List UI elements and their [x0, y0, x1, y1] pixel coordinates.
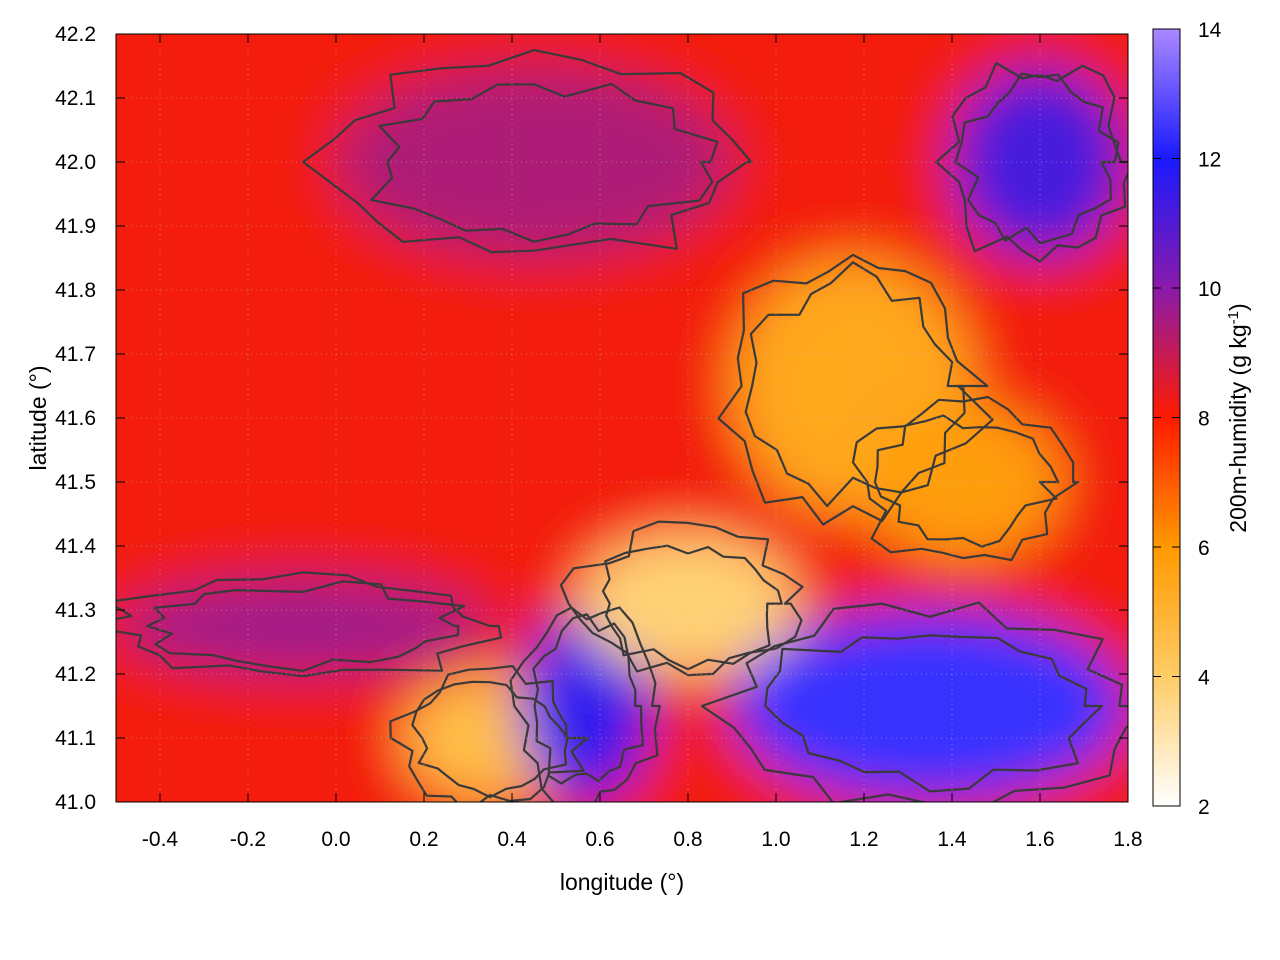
- x-tick-label: 0.0: [321, 828, 350, 851]
- field-region-sea-blue: [732, 610, 1128, 802]
- x-axis-label: longitude (°): [560, 869, 684, 895]
- colorbar-label-main: 200m-humidity (g kg: [1225, 324, 1251, 532]
- contour-sea-blue: [764, 634, 1104, 793]
- colorbar-label: 200m-humidity (g kg-1): [1225, 303, 1252, 532]
- y-tick-label: 42.1: [55, 87, 96, 110]
- x-tick-label: -0.4: [142, 828, 179, 851]
- field-region-coastal-yellow: [578, 533, 798, 674]
- x-tick-label: 0.2: [409, 828, 438, 851]
- x-tick-label: 1.2: [849, 828, 878, 851]
- contour-sea-blue: [700, 601, 1128, 802]
- x-tick-label: -0.2: [230, 828, 266, 851]
- contour-east-orange: [851, 395, 1080, 562]
- y-tick-label: 41.9: [55, 215, 96, 238]
- field-region-west-purple-band: [116, 578, 490, 674]
- x-tick-label: 1.0: [761, 828, 790, 851]
- humidity-field: [116, 34, 1128, 802]
- y-tick-label: 42.0: [55, 151, 96, 174]
- y-tick-label: 41.3: [55, 599, 96, 622]
- y-tick-label: 42.2: [55, 23, 96, 46]
- field-region-northeast-blue: [952, 66, 1128, 258]
- field-region-east-orange: [864, 405, 1062, 559]
- colorbar-label-sup: -1: [1225, 311, 1242, 324]
- contour-northeast-blue: [935, 62, 1128, 263]
- colorbar-tick-label: 2: [1198, 796, 1210, 819]
- y-tick-label: 41.2: [55, 663, 96, 686]
- field-region-north-purple: [336, 66, 732, 258]
- contour-north-purple: [302, 49, 753, 254]
- contour-west-purple-band: [116, 571, 503, 678]
- x-tick-label: 1.6: [1025, 828, 1054, 851]
- y-tick-label: 41.5: [55, 471, 96, 494]
- contour-southwest-orange: [389, 664, 589, 802]
- grid-lines: [116, 34, 1128, 802]
- contour-ebro-delta-blue: [509, 606, 661, 802]
- colorbar-label-end: ): [1225, 303, 1251, 311]
- plot-area: [115, 33, 1129, 803]
- colorbar-tick-label: 4: [1198, 667, 1210, 690]
- x-tick-label: 1.4: [937, 828, 967, 851]
- contour-coastal-yellow: [601, 544, 783, 671]
- colorbar-tick-label: 6: [1198, 537, 1210, 560]
- colorbar-ticks: 2 4 6 8 10 12 14: [1153, 19, 1222, 819]
- contour-east-orange: [873, 414, 1060, 548]
- colorbar-tick-label: 14: [1198, 19, 1222, 42]
- contour-ebro-delta-blue: [532, 613, 644, 785]
- contour-central-orange: [744, 261, 966, 508]
- contour-coastal-yellow: [559, 520, 804, 677]
- contour-north-purple: [370, 82, 719, 243]
- colorbar-tick-label: 8: [1198, 408, 1210, 431]
- x-tick-label: 0.4: [497, 828, 527, 851]
- colorbar: 2 4 6 8 10 12 14 200m-humidity (g kg-1): [1152, 19, 1252, 819]
- y-tick-label: 41.7: [55, 343, 96, 366]
- colorbar-tick-label: 12: [1198, 149, 1221, 172]
- contour-lines: [116, 49, 1128, 802]
- y-tick-label: 41.4: [55, 535, 96, 558]
- y-axis-label: latitude (°): [25, 365, 51, 470]
- contour-central-orange: [717, 253, 994, 526]
- x-tick-label: 0.6: [585, 828, 614, 851]
- y-tick-label: 41.0: [55, 791, 96, 814]
- field-blobs: [116, 34, 1128, 802]
- x-axis-ticks: -0.4 -0.2 0.0 0.2 0.4 0.6 0.8 1.0 1.2 1.4 1.6 1.8: [142, 34, 1143, 851]
- contour-northeast-blue: [954, 72, 1120, 245]
- colorbar-tick-label: 10: [1198, 278, 1221, 301]
- x-tick-label: 1.8: [1113, 828, 1142, 851]
- contour-west-purple-band: [146, 580, 466, 672]
- y-tick-label: 41.1: [55, 727, 96, 750]
- x-tick-label: 0.8: [673, 828, 702, 851]
- y-axis-ticks: 41.0 41.1 41.2 41.3 41.4 41.5 41.6 41.7 41.8 41.9…: [55, 23, 1128, 814]
- y-tick-label: 41.6: [55, 407, 96, 430]
- y-tick-label: 41.8: [55, 279, 96, 302]
